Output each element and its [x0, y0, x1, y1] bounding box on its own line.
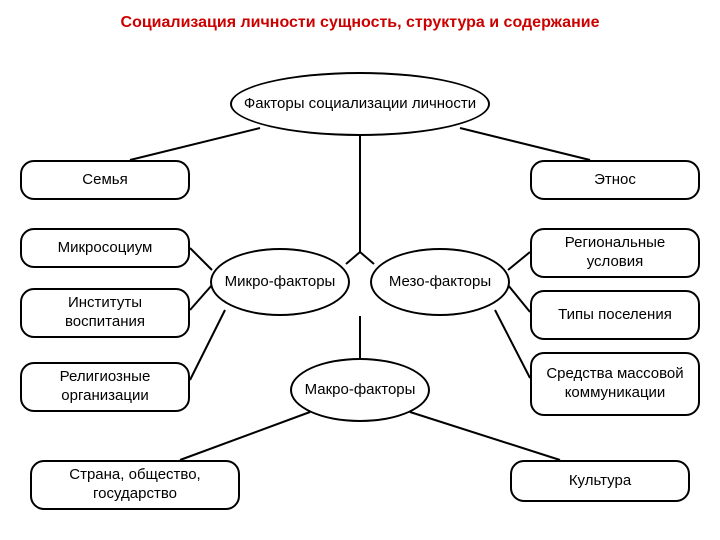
settlement-label: Типы поселения: [558, 306, 672, 325]
religious-label: Религиозные организации: [30, 368, 180, 406]
micro-factor-node: Микро-факторы: [210, 248, 350, 316]
religious-node: Религиозные организации: [20, 362, 190, 412]
page-title: Социализация личности сущность, структур…: [0, 14, 720, 32]
culture-label: Культура: [569, 472, 631, 491]
meso-factor-label: Мезо-факторы: [389, 273, 491, 292]
macro-factor-node: Макро-факторы: [290, 358, 430, 422]
ethnos-label: Этнос: [594, 171, 636, 190]
macro-factor-label: Макро-факторы: [305, 381, 416, 400]
media-node: Средства массовой коммуникации: [530, 352, 700, 416]
micro-factor-label: Микро-факторы: [225, 273, 336, 292]
institutes-node: Институты воспитания: [20, 288, 190, 338]
family-label: Семья: [82, 171, 127, 190]
regional-node: Региональные условия: [530, 228, 700, 278]
culture-node: Культура: [510, 460, 690, 502]
ethnos-node: Этнос: [530, 160, 700, 200]
root-label: Факторы социализации личности: [244, 95, 476, 114]
microsocium-node: Микросоциум: [20, 228, 190, 268]
meso-factor-node: Мезо-факторы: [370, 248, 510, 316]
institutes-label: Институты воспитания: [30, 294, 180, 332]
family-node: Семья: [20, 160, 190, 200]
country-label: Страна, общество, государство: [40, 466, 230, 504]
country-node: Страна, общество, государство: [30, 460, 240, 510]
microsocium-label: Микросоциум: [58, 239, 153, 258]
media-label: Средства массовой коммуникации: [540, 365, 690, 403]
root-node: Факторы социализации личности: [230, 72, 490, 136]
regional-label: Региональные условия: [540, 234, 690, 272]
settlement-node: Типы поселения: [530, 290, 700, 340]
